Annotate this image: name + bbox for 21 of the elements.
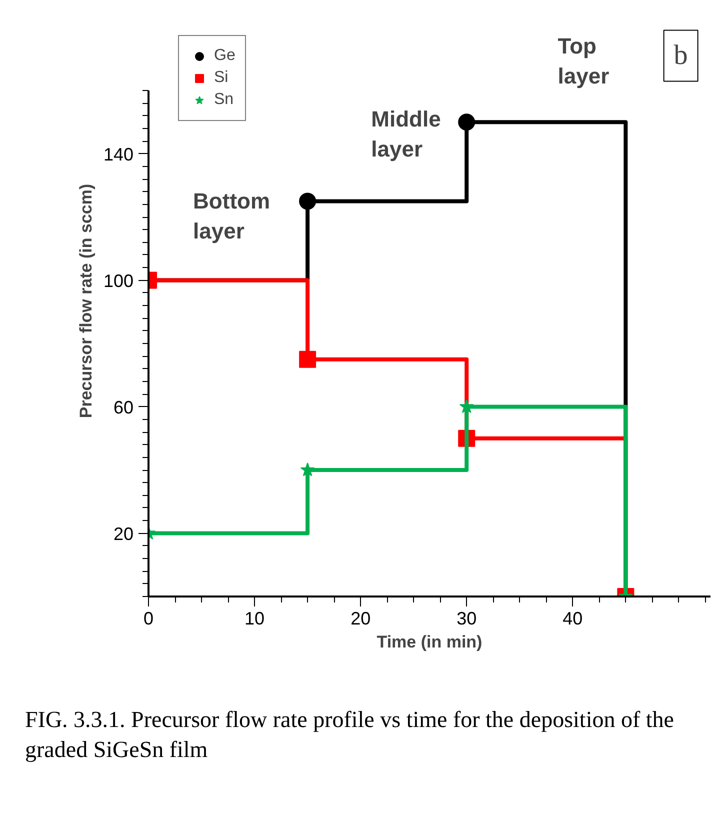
x-tick-label: 20 xyxy=(350,608,371,628)
annotation: Bottom layer xyxy=(193,188,270,244)
x-tick-label: 0 xyxy=(143,608,154,628)
point xyxy=(458,114,476,131)
caption: FIG. 3.3.1. Precursor flow rate profile vs time for the deposition of the graded SiGeSn film xyxy=(25,706,675,764)
y-tick-label: 60 xyxy=(113,397,134,418)
y-tick-label: 100 xyxy=(103,270,134,291)
legend-label: Si xyxy=(214,69,230,87)
legend-label: Sn xyxy=(214,91,234,109)
annotation: Middle layer xyxy=(371,106,441,162)
y-tick-label: 140 xyxy=(103,144,134,164)
point xyxy=(459,399,474,413)
y-tick-label: 20 xyxy=(113,524,134,544)
legend-label: Ge xyxy=(214,47,236,65)
x-axis-title: Time (in min) xyxy=(376,632,482,652)
x-tick-label: 40 xyxy=(562,608,583,628)
x-tick-label: 10 xyxy=(244,608,265,628)
text: Top layer xyxy=(558,34,610,89)
x-tick-label: 30 xyxy=(456,608,477,628)
y-axis-title: Precursor flow rate (in sccm) xyxy=(76,184,96,418)
text: b xyxy=(674,40,688,72)
